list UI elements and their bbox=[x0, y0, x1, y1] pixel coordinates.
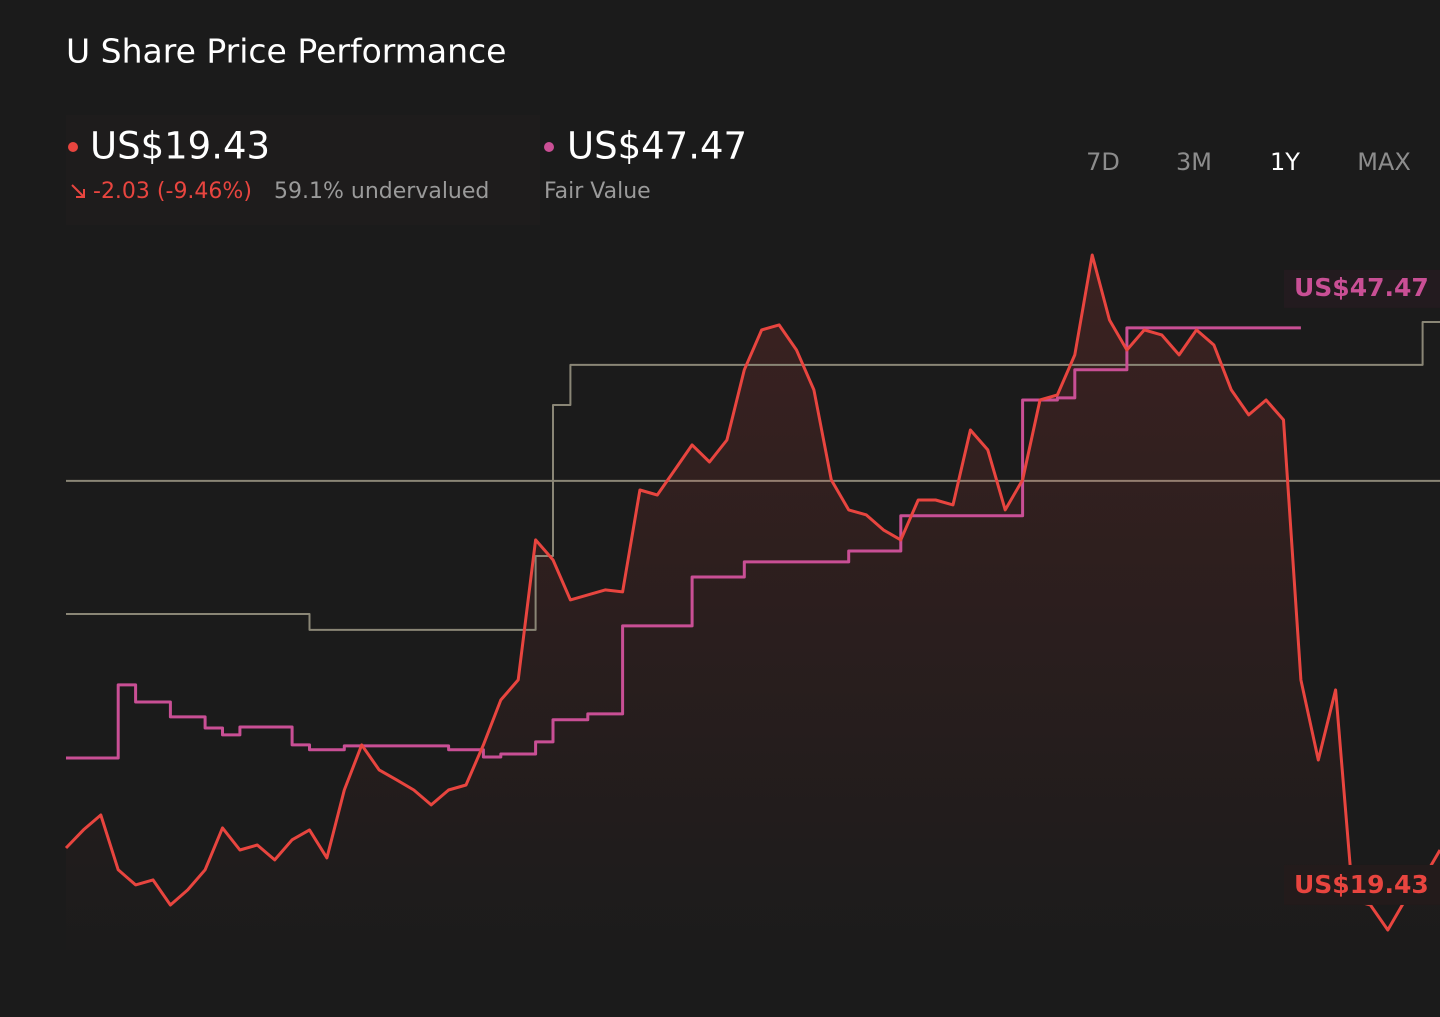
price-line bbox=[64, 253, 1440, 932]
range-button[interactable]: MAX bbox=[1357, 148, 1411, 176]
price-dot bbox=[68, 142, 78, 152]
plot bbox=[64, 253, 1440, 960]
fair-value: US$47.47 bbox=[567, 125, 747, 168]
price-area bbox=[66, 255, 1440, 960]
header-panel bbox=[66, 115, 540, 225]
fair-value-tag: US$47.47 bbox=[1294, 273, 1429, 302]
range-buttons: 7D 3M 1Y MAX bbox=[1086, 148, 1411, 176]
range-button[interactable]: 7D bbox=[1086, 148, 1120, 176]
price-tag-bg bbox=[1284, 864, 1440, 905]
step-line bbox=[66, 321, 1440, 631]
title: U Share Price Performance bbox=[66, 32, 506, 71]
range-button[interactable]: 3M bbox=[1176, 148, 1212, 176]
fair-value-tag-bg bbox=[1284, 269, 1440, 308]
fair-value-line bbox=[66, 326, 1301, 760]
price-tag: US$19.43 bbox=[1294, 870, 1429, 899]
fair-value-caption: Fair Value bbox=[544, 179, 651, 204]
price: US$19.43 bbox=[90, 125, 270, 168]
fair-value-dot bbox=[544, 142, 554, 152]
down-arrow bbox=[71, 184, 85, 198]
price-change: -2.03 (-9.46%) bbox=[93, 179, 252, 204]
range-button[interactable]: 1Y bbox=[1270, 148, 1300, 176]
valuation: 59.1% undervalued bbox=[274, 179, 489, 204]
end-labels: US$47.47 US$19.43 bbox=[1284, 269, 1440, 905]
